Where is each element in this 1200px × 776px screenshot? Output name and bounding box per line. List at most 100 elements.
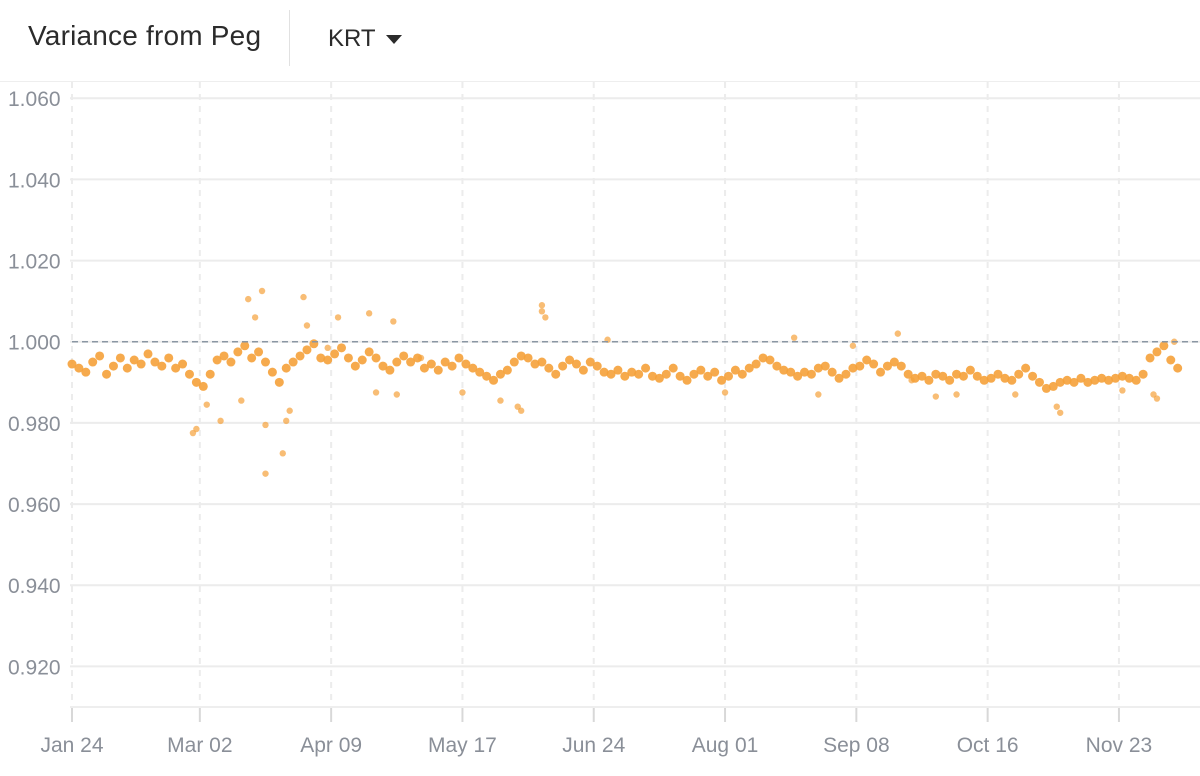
- data-point: [399, 351, 409, 361]
- x-tick-label: Apr 09: [300, 734, 362, 757]
- x-tick-label: Nov 23: [1086, 734, 1153, 757]
- data-point: [710, 367, 720, 377]
- y-tick-label: 1.000: [8, 332, 61, 355]
- data-point: [820, 361, 830, 371]
- data-point: [744, 363, 754, 373]
- data-point: [654, 373, 664, 383]
- data-point: [365, 310, 373, 317]
- data-point: [482, 371, 492, 381]
- data-point: [661, 369, 671, 379]
- data-point: [627, 367, 637, 377]
- data-point: [737, 369, 747, 379]
- data-point: [1041, 383, 1051, 393]
- data-point: [523, 353, 533, 363]
- data-point: [1131, 375, 1141, 385]
- data-point: [1028, 371, 1038, 381]
- currency-selector[interactable]: KRT: [328, 20, 402, 58]
- data-point: [538, 302, 546, 309]
- data-point: [537, 357, 547, 367]
- data-point: [426, 359, 436, 369]
- data-point: [233, 347, 243, 357]
- data-point: [565, 355, 575, 365]
- y-tick-label: 0.980: [8, 413, 61, 436]
- data-point: [260, 357, 270, 367]
- data-point: [295, 351, 305, 361]
- data-point: [952, 369, 962, 379]
- data-point: [1104, 375, 1114, 385]
- data-point: [751, 359, 761, 369]
- data-point: [1012, 391, 1019, 398]
- data-point: [724, 371, 733, 381]
- data-point: [542, 314, 549, 321]
- data-point: [848, 363, 858, 373]
- data-point: [217, 417, 224, 425]
- data-point: [115, 353, 125, 363]
- data-point: [390, 318, 397, 325]
- data-point: [129, 355, 139, 365]
- data-point: [164, 353, 174, 363]
- data-point: [419, 363, 429, 373]
- data-point: [372, 389, 380, 396]
- data-point: [765, 355, 775, 365]
- data-point: [475, 367, 485, 377]
- data-point: [1097, 373, 1107, 383]
- x-tick-label: Mar 02: [167, 734, 232, 757]
- data-point: [279, 450, 286, 457]
- data-point: [953, 391, 960, 398]
- data-point: [1083, 377, 1093, 387]
- data-point: [350, 361, 360, 371]
- data-point: [1166, 355, 1176, 365]
- data-point: [613, 365, 623, 375]
- header-divider: [289, 10, 290, 66]
- data-point: [1021, 363, 1031, 373]
- data-point: [212, 355, 222, 365]
- data-point: [965, 365, 975, 375]
- chart-header: Variance from Peg KRT: [0, 0, 1200, 82]
- data-point: [337, 343, 347, 353]
- data-point: [150, 357, 160, 367]
- data-point: [958, 371, 968, 381]
- data-point: [1069, 377, 1079, 387]
- data-point: [841, 369, 851, 379]
- data-point: [772, 361, 782, 371]
- data-point: [786, 367, 796, 377]
- x-tick-label: Jun 24: [562, 734, 625, 757]
- data-point: [461, 359, 471, 369]
- data-point: [509, 357, 519, 367]
- data-point: [95, 351, 105, 361]
- data-point: [730, 365, 740, 375]
- data-point: [882, 361, 892, 371]
- data-point: [364, 347, 374, 357]
- data-point: [254, 347, 264, 357]
- data-point: [813, 363, 823, 373]
- data-point: [281, 363, 291, 373]
- y-axis: 1.060 1.040 1.020 1.000 0.980 0.960 0.940 0.920: [8, 88, 61, 679]
- data-point: [433, 365, 443, 375]
- data-point: [1000, 373, 1010, 383]
- data-point: [634, 369, 644, 379]
- data-point: [585, 357, 595, 367]
- data-point: [240, 341, 250, 351]
- data-point: [647, 371, 657, 381]
- data-point: [703, 371, 713, 381]
- data-point: [343, 353, 353, 363]
- data-point: [972, 371, 982, 381]
- data-point: [682, 375, 692, 385]
- data-point: [1153, 395, 1161, 402]
- data-point: [571, 359, 581, 369]
- data-point: [1117, 371, 1127, 381]
- x-tick-label: Aug 01: [692, 734, 759, 757]
- data-point: [1062, 375, 1072, 385]
- data-point: [908, 377, 915, 384]
- data-point: [258, 287, 266, 295]
- data-point: [198, 381, 208, 391]
- data-point: [1055, 377, 1065, 387]
- data-point: [251, 314, 259, 321]
- data-point: [406, 357, 416, 367]
- data-point: [102, 369, 112, 379]
- data-point: [1007, 375, 1017, 385]
- data-point: [108, 361, 118, 371]
- data-point: [157, 361, 167, 371]
- data-point: [74, 363, 84, 373]
- data-point: [309, 339, 319, 349]
